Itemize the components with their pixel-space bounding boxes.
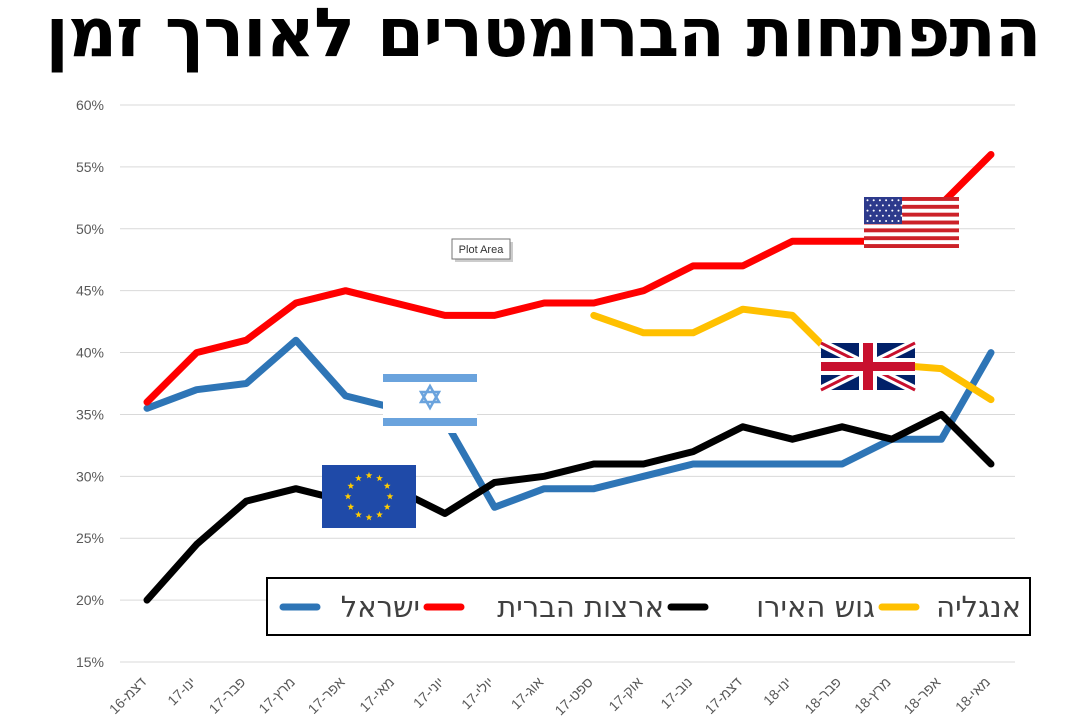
legend-label: ישראל xyxy=(341,590,420,624)
legend-label: אנגליה xyxy=(936,590,1021,624)
x-tick-label: אוק-17 xyxy=(605,674,645,714)
chart-title: התפתחות הברומטרים לאורך זמן xyxy=(45,0,1041,73)
israel-flag-icon xyxy=(383,366,477,433)
y-tick-label: 15% xyxy=(76,654,104,670)
plot-area-tooltip: Plot Area xyxy=(451,238,513,262)
series-lines xyxy=(143,151,995,604)
y-tick-label: 20% xyxy=(76,592,104,608)
y-tick-label: 30% xyxy=(76,468,104,484)
y-tick-label: 60% xyxy=(76,97,104,113)
y-tick-label: 50% xyxy=(76,221,104,237)
legend-label: גוש האירו xyxy=(756,590,875,624)
x-tick-label: דצמ-16 xyxy=(106,674,149,717)
x-tick-label: פבר-17 xyxy=(206,674,249,717)
x-tick-label: אפר-17 xyxy=(305,674,348,717)
legend-label: ארצות הברית xyxy=(497,590,664,624)
x-tick-label: מאי-18 xyxy=(952,674,993,715)
x-tick-label: ספט-17 xyxy=(551,674,596,719)
usa-flag-icon xyxy=(864,197,959,248)
legend: ישראל ארצות הברית גוש האירו אנגליה xyxy=(266,577,1031,636)
tooltip-text: Plot Area xyxy=(459,244,505,256)
y-tick-label: 45% xyxy=(76,283,104,299)
x-tick-label: ינו-18 xyxy=(760,674,795,709)
x-tick-label: ינו-17 xyxy=(164,674,199,709)
series-line-2 xyxy=(143,410,995,604)
x-tick-label: נוב-17 xyxy=(657,674,695,712)
eu-flag-icon xyxy=(322,465,416,528)
y-tick-label: 35% xyxy=(76,406,104,422)
x-tick-label: מרץ-17 xyxy=(255,674,298,717)
y-tick-label: 25% xyxy=(76,530,104,546)
y-tick-label: 40% xyxy=(76,345,104,361)
series-line-0 xyxy=(143,336,995,511)
x-tick-label: מרץ-18 xyxy=(851,674,894,717)
x-tick-label: יולי-17 xyxy=(458,674,497,713)
x-tick-label: אפר-18 xyxy=(900,674,943,717)
y-axis-ticks: 15% 20% 25% 30% 35% 40% 45% 50% 55% 60% xyxy=(76,97,104,670)
x-tick-label: מאי-17 xyxy=(356,674,397,715)
series-line-3 xyxy=(590,305,995,404)
x-tick-label: יוני-17 xyxy=(410,674,447,711)
y-tick-label: 55% xyxy=(76,159,104,175)
x-tick-label: דצמ-17 xyxy=(702,674,745,717)
x-tick-label: אוג-17 xyxy=(508,674,547,713)
x-tick-label: פבר-18 xyxy=(801,674,844,717)
uk-flag-icon xyxy=(818,338,918,395)
series-line-1 xyxy=(143,151,995,406)
